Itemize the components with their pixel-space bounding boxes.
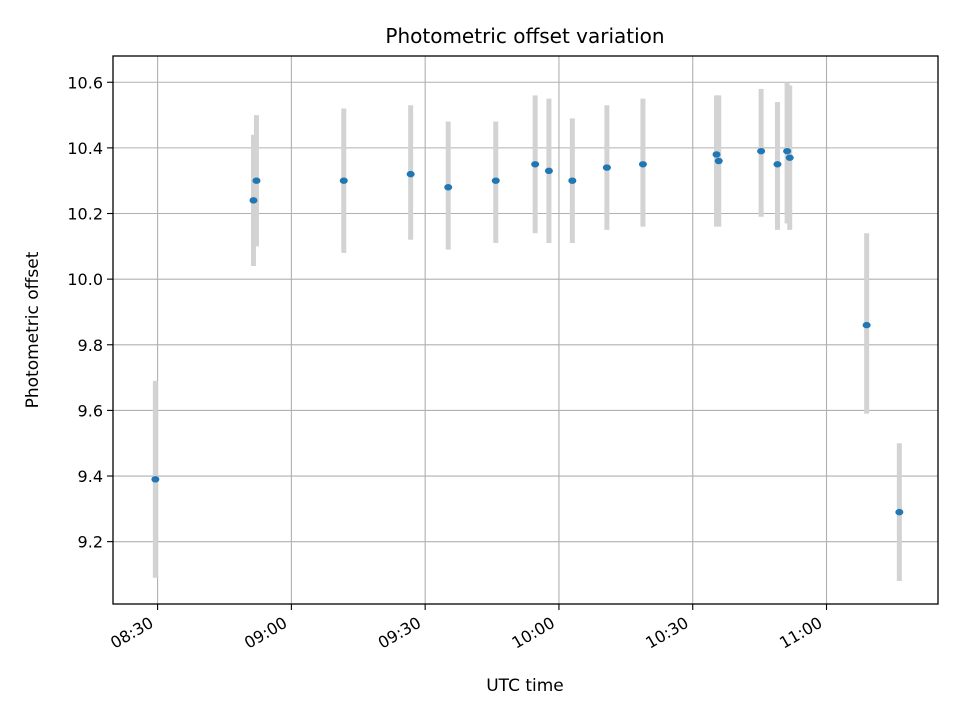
y-axis-title: Photometric offset: [23, 251, 43, 408]
grid: [113, 56, 938, 604]
y-axis: 9.2 9.4 9.6 9.8 10.0 10.2 10.4 10.6: [67, 73, 113, 552]
data-point: [757, 147, 766, 155]
chart-title: Photometric offset variation: [385, 24, 664, 48]
data-point: [151, 476, 160, 483]
data-point: [785, 154, 794, 161]
y-tick-label: 9.8: [78, 336, 103, 355]
data-point: [638, 161, 647, 168]
y-tick-label: 10.2: [67, 205, 103, 224]
data-point: [249, 197, 258, 204]
data-point: [339, 177, 348, 184]
data-point: [491, 177, 500, 184]
y-tick-label: 10.6: [67, 73, 103, 92]
data-point: [862, 321, 871, 329]
data-point: [712, 151, 721, 158]
y-tick-label: 10.4: [67, 139, 103, 158]
y-tick-label: 9.4: [78, 467, 103, 486]
x-axis-title: UTC time: [486, 676, 564, 696]
data-point: [773, 161, 782, 168]
data-point: [602, 164, 611, 171]
y-tick-label: 10.0: [67, 270, 103, 289]
y-tick-label: 9.2: [78, 533, 103, 552]
data-point: [444, 184, 453, 191]
data-point: [252, 177, 261, 184]
data-point: [544, 167, 553, 175]
data-point: [531, 161, 540, 168]
data-point: [568, 177, 577, 184]
data-point: [714, 157, 723, 165]
data-point: [406, 170, 415, 178]
data-point: [895, 508, 904, 516]
y-tick-label: 9.6: [78, 401, 103, 420]
data-points: [151, 147, 904, 516]
plot-area-frame: [112, 55, 939, 605]
data-point: [783, 147, 792, 155]
